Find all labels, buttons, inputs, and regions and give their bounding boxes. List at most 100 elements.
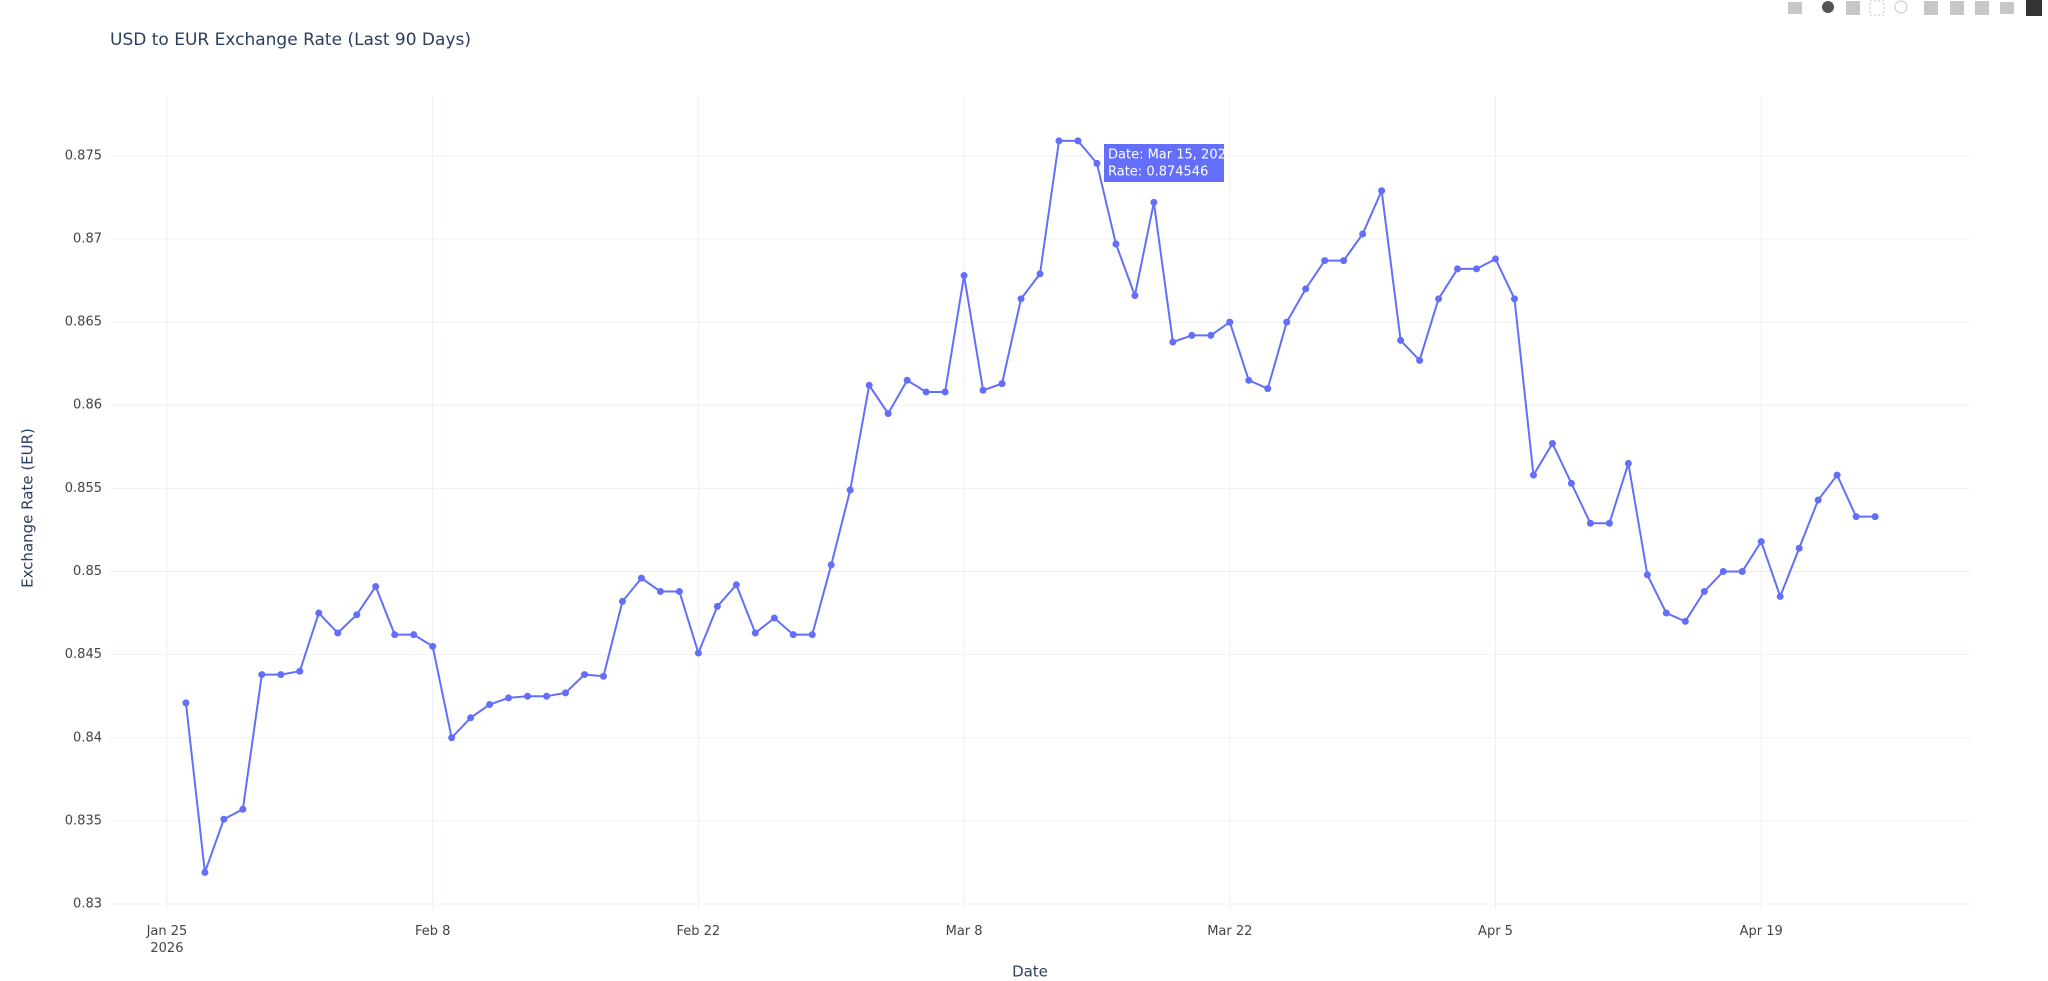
data-point — [182, 699, 190, 707]
data-point — [1093, 159, 1101, 167]
data-point — [1757, 538, 1765, 546]
data-point — [1017, 295, 1025, 303]
y-tick-label: 0.855 — [65, 481, 102, 496]
data-point — [1055, 137, 1063, 145]
data-point — [599, 672, 607, 680]
data-point — [1719, 567, 1727, 575]
data-point — [865, 381, 873, 389]
data-point — [1643, 571, 1651, 579]
tooltip-text: Rate: 0.874546 — [1108, 165, 1208, 180]
data-point — [220, 815, 228, 823]
data-point — [486, 701, 494, 709]
x-tick-label: Mar 8 — [946, 924, 983, 939]
data-point — [1264, 385, 1272, 393]
data-point — [1852, 513, 1860, 521]
zoom-out-button[interactable] — [1950, 1, 1964, 15]
data-point — [1226, 318, 1234, 326]
data-point — [1036, 270, 1044, 278]
data-point — [1795, 544, 1803, 552]
data-point — [1188, 331, 1196, 339]
data-point — [1321, 257, 1329, 265]
y-tick-label: 0.86 — [73, 398, 102, 413]
data-point — [751, 629, 759, 637]
y-tick-label: 0.835 — [65, 813, 102, 828]
modebar[interactable] — [1788, 0, 2042, 16]
data-point — [1416, 356, 1424, 364]
reset-button[interactable] — [2000, 2, 2014, 14]
data-point — [1112, 240, 1120, 248]
data-point — [1169, 338, 1177, 346]
y-tick-label: 0.87 — [73, 231, 102, 246]
y-tick-label: 0.83 — [73, 897, 102, 912]
data-point — [277, 671, 285, 679]
data-point — [353, 611, 361, 619]
zoom-button[interactable] — [1822, 1, 1834, 13]
data-point — [1378, 187, 1386, 195]
plot-area: 0.83 0.835 0.84 0.845 0.85 0.855 0.86 0.865 0.87… — [65, 96, 1970, 956]
data-point — [998, 380, 1006, 388]
data-point — [1548, 439, 1556, 447]
y-tick-label: 0.84 — [73, 730, 102, 745]
data-point — [239, 805, 247, 813]
camera-button[interactable] — [1788, 2, 1802, 14]
data-point — [467, 714, 475, 722]
y-tick-label: 0.85 — [73, 564, 102, 579]
data-point — [732, 581, 740, 589]
x-tick-label: Feb 8 — [415, 924, 450, 939]
data-point — [656, 587, 664, 595]
data-point — [1833, 471, 1841, 479]
data-point — [1131, 292, 1139, 300]
data-point — [941, 388, 949, 396]
data-point — [960, 272, 968, 280]
data-point — [1738, 567, 1746, 575]
data-point — [713, 602, 721, 610]
tooltip: Date: Mar 15, 2026 Rate: 0.874546 — [1104, 144, 1234, 182]
data-point — [789, 631, 797, 639]
y-tick-label: 0.865 — [65, 315, 102, 330]
plotly-logo[interactable] — [2026, 0, 2042, 16]
data-point — [410, 631, 418, 639]
data-point — [903, 376, 911, 384]
zoom-in-button[interactable] — [1924, 1, 1938, 15]
data-point — [505, 694, 513, 702]
x-tick-label: Apr 19 — [1740, 924, 1783, 939]
autoscale-button[interactable] — [1975, 1, 1989, 15]
data-point — [1302, 285, 1310, 293]
data-point — [1776, 592, 1784, 600]
x-tick-label: Mar 22 — [1207, 924, 1252, 939]
data-point — [201, 868, 209, 876]
data-point — [1624, 459, 1632, 467]
data-point — [1454, 265, 1462, 273]
data-point — [618, 597, 626, 605]
data-point — [1567, 479, 1575, 487]
data-point — [1586, 519, 1594, 527]
data-point — [1510, 295, 1518, 303]
data-point — [1207, 331, 1215, 339]
y-tick-label: 0.875 — [65, 148, 102, 163]
data-point — [562, 689, 570, 697]
data-point — [296, 667, 304, 675]
data-point — [1283, 318, 1291, 326]
select-button[interactable] — [1869, 0, 1885, 16]
data-point — [922, 388, 930, 396]
data-point — [334, 629, 342, 637]
data-point — [1435, 295, 1443, 303]
lasso-button[interactable] — [1894, 0, 1908, 14]
y-axis-title: Exchange Rate (EUR) — [19, 428, 37, 588]
data-point — [543, 692, 551, 700]
data-point — [1529, 471, 1537, 479]
tooltip-text: Date: Mar 15, 2026 — [1108, 148, 1234, 163]
y-tick-label: 0.845 — [65, 647, 102, 662]
data-point — [694, 649, 702, 657]
x-tick-label: Feb 22 — [677, 924, 721, 939]
x-axis-title: Date — [1012, 963, 1048, 981]
data-point — [1814, 496, 1822, 504]
data-point — [1473, 265, 1481, 273]
data-point — [1492, 255, 1500, 263]
data-point — [448, 734, 456, 742]
data-point — [1397, 336, 1405, 344]
pan-button[interactable] — [1846, 1, 1860, 15]
data-point — [372, 582, 380, 590]
